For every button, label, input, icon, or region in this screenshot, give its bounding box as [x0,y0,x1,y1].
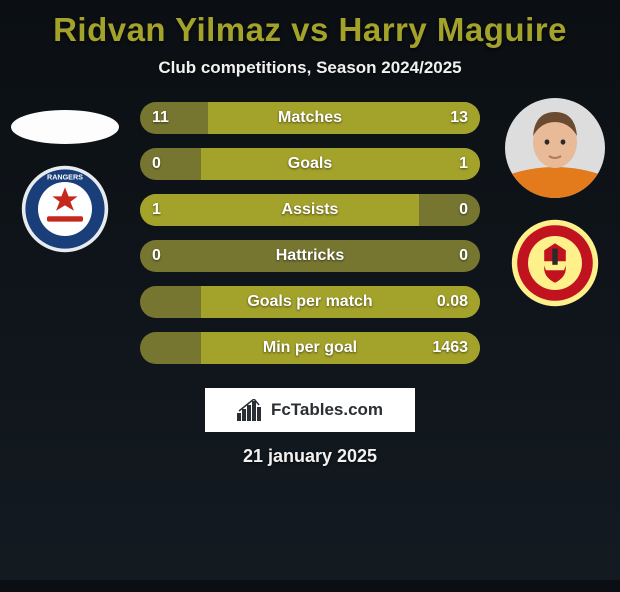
stat-right-value: 13 [450,102,468,134]
left-player-column: RANGERS [10,102,120,372]
right-club-badge [510,218,600,308]
bar-chart-icon [237,399,263,421]
svg-text:RANGERS: RANGERS [47,173,83,182]
stat-label: Hattricks [140,240,480,272]
left-player-avatar-placeholder [11,110,119,144]
branding-badge: FcTables.com [205,388,415,432]
right-player-column [500,102,610,372]
stat-label: Goals per match [140,286,480,318]
stat-label: Min per goal [140,332,480,364]
stat-right-value: 0 [459,240,468,272]
comparison-title: Ridvan Yilmaz vs Harry Maguire [0,12,620,48]
stat-left-value: 11 [152,102,169,134]
stat-left-value: 1 [152,194,161,226]
right-player-avatar [505,98,605,198]
left-club-badge: RANGERS [20,164,110,254]
maguire-avatar-icon [505,98,605,198]
stat-label: Matches [140,102,480,134]
comparison-area: RANGERS [20,102,600,372]
comparison-subtitle: Club competitions, Season 2024/2025 [0,58,620,78]
stat-row: Matches11 13 [140,102,480,134]
stat-label: Goals [140,148,480,180]
stat-label: Assists [140,194,480,226]
stat-right-value: 1 [459,148,468,180]
stat-left-value: 0 [152,148,161,180]
stat-right-value: 0.08 [437,286,468,318]
stat-right-value: 0 [459,194,468,226]
stat-row: Min per goal1463 [140,332,480,364]
branding-text: FcTables.com [271,400,383,420]
manutd-badge-icon [510,218,600,308]
stat-right-value: 1463 [432,332,468,364]
stat-row: Hattricks0 0 [140,240,480,272]
stat-row: Goals per match0.08 [140,286,480,318]
stat-left-value: 0 [152,240,161,272]
rangers-badge-icon: RANGERS [20,164,110,254]
stat-bars: Matches1113Goals01Assists10Hattricks00Go… [140,102,480,364]
stat-row: Assists1 0 [140,194,480,226]
snapshot-date: 21 january 2025 [0,446,620,467]
stat-row: Goals0 1 [140,148,480,180]
